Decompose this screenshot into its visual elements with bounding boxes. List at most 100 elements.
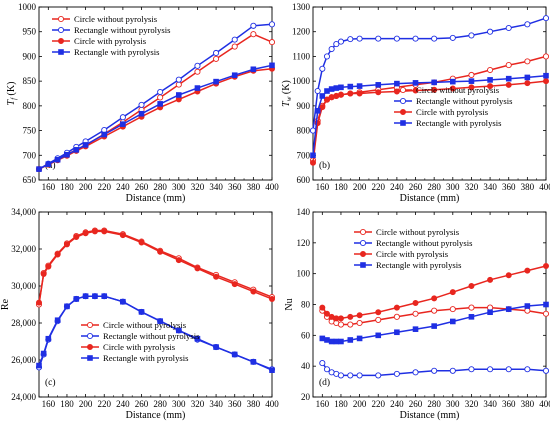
series-line [38, 68, 273, 170]
data-point [505, 306, 512, 312]
data-point [431, 295, 438, 302]
legend-label: Rectangle without pyrolysis [74, 25, 171, 35]
x-tick-label: 260 [135, 399, 149, 409]
x-tick-label: 280 [153, 182, 167, 192]
data-point [356, 319, 363, 327]
data-point [412, 369, 419, 376]
data-point [319, 304, 326, 311]
legend-marker [360, 262, 366, 268]
data-point [356, 35, 363, 42]
data-point [347, 321, 354, 328]
data-point [337, 372, 345, 379]
plot-frame [38, 6, 273, 181]
series-3 [36, 228, 275, 306]
data-point [449, 306, 456, 313]
data-point [82, 293, 89, 299]
data-point [45, 335, 52, 342]
data-point [213, 273, 220, 280]
data-point [310, 152, 316, 159]
series-4 [319, 301, 549, 345]
data-point [468, 314, 475, 320]
data-point [92, 293, 98, 299]
y-tick-label: 1100 [292, 51, 310, 61]
y-tick-label: 1000 [18, 2, 37, 12]
data-point [505, 75, 512, 82]
data-point [487, 28, 494, 35]
y-tick-label: 800 [297, 126, 311, 136]
x-tick-label: 200 [353, 399, 367, 409]
data-point [91, 228, 98, 235]
data-point [393, 304, 400, 311]
data-point [175, 257, 182, 264]
x-tick-label: 360 [502, 182, 516, 192]
data-point [119, 232, 126, 239]
data-point [319, 104, 326, 111]
x-tick-label: 180 [60, 182, 74, 192]
data-point [337, 321, 345, 328]
series-4 [310, 72, 549, 159]
data-point [487, 77, 493, 83]
x-tick-label: 380 [247, 182, 261, 192]
x-tick-label: 200 [79, 399, 93, 409]
x-tick-label: 200 [353, 182, 367, 192]
data-point [347, 313, 354, 320]
data-point [194, 85, 201, 91]
legend-marker [58, 38, 65, 45]
x-tick-label: 300 [172, 399, 186, 409]
legend-label: Circle with pyrolysis [376, 249, 449, 259]
data-point [468, 78, 475, 84]
data-point [231, 281, 238, 288]
x-tick-label: 300 [172, 182, 186, 192]
data-point [323, 366, 331, 373]
data-point [36, 166, 42, 172]
data-point [64, 151, 70, 158]
legend-marker [86, 332, 94, 340]
data-point [412, 326, 419, 332]
data-point [487, 366, 494, 373]
data-point [250, 31, 257, 38]
y-tick-label: 600 [297, 175, 311, 185]
y-axis-label: Tw (K) [281, 80, 293, 107]
data-point [333, 338, 340, 345]
x-tick-label: 340 [483, 399, 497, 409]
x-tick-label: 360 [228, 399, 242, 409]
x-tick-label: 160 [316, 182, 330, 192]
data-point [63, 241, 70, 248]
chart-panel-4: 160 180 200 220 240 260 280 300 320 340 360 380 400 2… [284, 207, 550, 421]
data-point [468, 282, 475, 289]
data-point [54, 156, 61, 163]
data-point [431, 79, 437, 86]
data-point [542, 367, 550, 374]
data-point [175, 92, 182, 98]
x-tick-label: 260 [409, 182, 423, 192]
series-2 [309, 15, 550, 134]
legend-label: Circle with pyrolysis [416, 107, 489, 117]
legend-marker [57, 15, 65, 23]
y-tick-label: 950 [23, 27, 37, 37]
data-point [231, 351, 238, 358]
plot-frame [312, 6, 547, 181]
data-point [487, 304, 494, 311]
data-point [175, 76, 182, 83]
y-tick-label: 900 [23, 51, 37, 61]
data-point [412, 80, 419, 86]
series-3 [36, 65, 275, 173]
data-point [120, 298, 126, 305]
panel-label: (c) [45, 377, 56, 388]
data-point [375, 372, 382, 379]
chart-panel-3: 160 180 200 220 240 260 280 300 320 340 360 380 400 2… [0, 207, 279, 421]
y-axis-label: Nu [284, 298, 295, 310]
data-point [449, 318, 456, 325]
data-point [524, 58, 531, 65]
y-tick-label: 100 [297, 269, 311, 279]
y-tick-label: 1300 [292, 2, 311, 12]
data-point [468, 304, 475, 311]
data-point [524, 80, 531, 87]
data-point [119, 114, 126, 121]
data-point [36, 299, 43, 306]
data-point [54, 251, 61, 258]
x-tick-label: 220 [97, 182, 111, 192]
data-point [542, 53, 550, 60]
